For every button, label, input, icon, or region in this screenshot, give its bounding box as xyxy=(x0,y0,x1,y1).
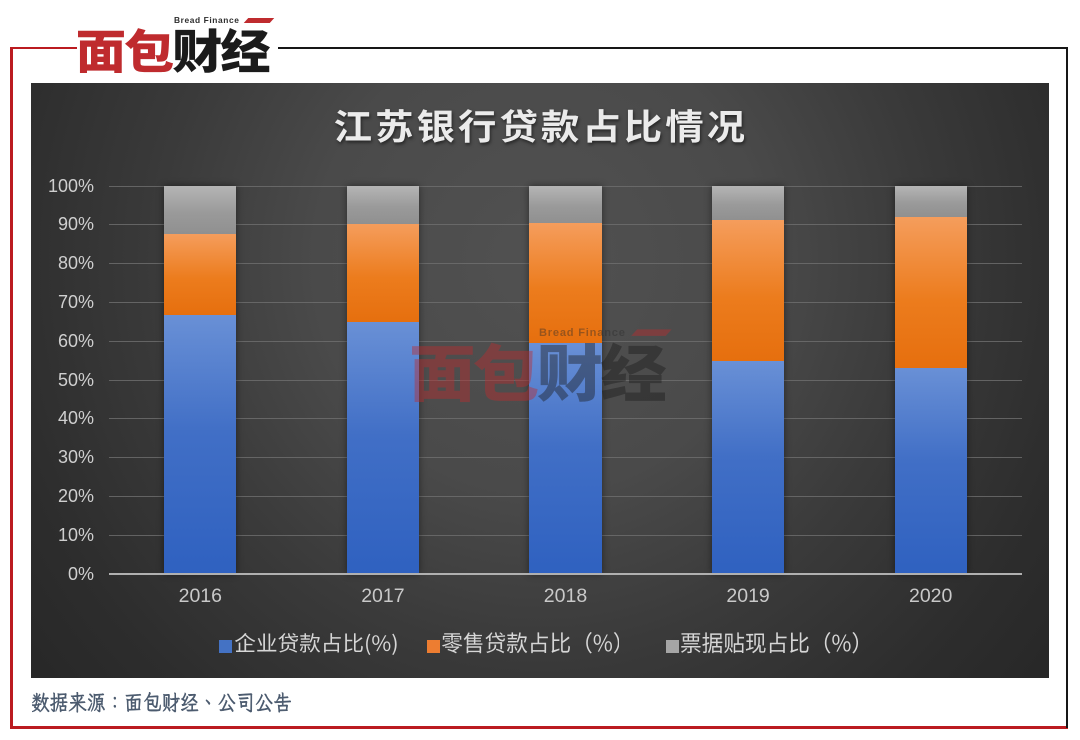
x-axis-line xyxy=(109,572,1022,575)
x-tick-label: 2019 xyxy=(726,585,770,607)
legend-swatch-corporate-loans xyxy=(218,639,232,653)
brand-logo-swoosh-icon xyxy=(243,17,275,23)
frame-line-top-left-red xyxy=(10,46,77,49)
y-tick-label: 80% xyxy=(57,253,94,274)
bar-segment xyxy=(529,342,602,574)
stacked-bar-2019 xyxy=(711,185,785,574)
bar-segment xyxy=(711,185,785,220)
x-tick-label: 2016 xyxy=(178,585,222,607)
watermark-logo-en-text: Bread Finance xyxy=(538,324,626,339)
bar-segment xyxy=(529,223,602,343)
y-tick-label: 30% xyxy=(57,447,94,468)
bar-segment xyxy=(164,185,237,234)
brand-logo: Bread Finance xyxy=(78,15,276,73)
y-tick-label: 90% xyxy=(57,214,94,235)
legend-label-retail-loans xyxy=(442,632,620,654)
brand-logo-en-text: Bread Finance xyxy=(174,15,240,25)
watermark-logo-swoosh-icon xyxy=(631,328,672,335)
frame-line-bottom-red xyxy=(10,725,1068,729)
frame-line-left-red xyxy=(10,46,13,728)
legend-swatch-retail-loans xyxy=(427,639,440,653)
y-tick-label: 10% xyxy=(57,524,94,545)
y-tick-label: 0% xyxy=(67,563,94,584)
bar-segment xyxy=(164,233,237,316)
bar-segment xyxy=(894,185,967,217)
bar-segment xyxy=(711,219,785,361)
stacked-bar-2017 xyxy=(346,185,420,574)
y-tick-label: 20% xyxy=(57,485,94,506)
legend-swatch-bill-discount xyxy=(665,639,679,653)
stacked-bar-2018 xyxy=(529,185,602,574)
x-tick-label: 2020 xyxy=(908,585,953,607)
frame-line-right-black xyxy=(1065,47,1068,728)
bar-segment xyxy=(346,185,420,224)
watermark-logo-zh-text xyxy=(412,342,666,402)
y-tick-label: 40% xyxy=(57,408,94,429)
chart-title xyxy=(335,109,745,144)
legend-label-bill-discount xyxy=(681,632,858,654)
legend-label-corporate-loans xyxy=(235,632,397,655)
source-note xyxy=(32,692,291,713)
frame-line-top-right-black xyxy=(278,47,1068,49)
y-tick-label: 50% xyxy=(57,369,94,390)
stacked-bar-2016 xyxy=(164,185,237,574)
y-tick-label: 60% xyxy=(57,330,94,351)
x-tick-label: 2018 xyxy=(543,585,588,607)
watermark-logo: Bread Finance xyxy=(412,324,674,402)
bar-segment xyxy=(711,360,785,574)
stacked-bar-2020 xyxy=(894,185,967,574)
brand-logo-zh-text xyxy=(78,28,270,73)
x-tick-label: 2017 xyxy=(361,585,405,607)
bar-segment xyxy=(894,216,967,369)
bar-segment xyxy=(529,185,602,224)
bar-segment xyxy=(346,321,420,574)
chart-panel: 0% 10% 20% 30% 40% 50% 60% 70% 80% 90% 100% 2016 20… xyxy=(31,83,1049,678)
bar-segment xyxy=(894,368,967,574)
y-tick-label: 70% xyxy=(57,291,94,312)
y-tick-label: 100% xyxy=(47,175,94,196)
bar-segment xyxy=(164,315,237,574)
bar-segment xyxy=(346,223,420,322)
